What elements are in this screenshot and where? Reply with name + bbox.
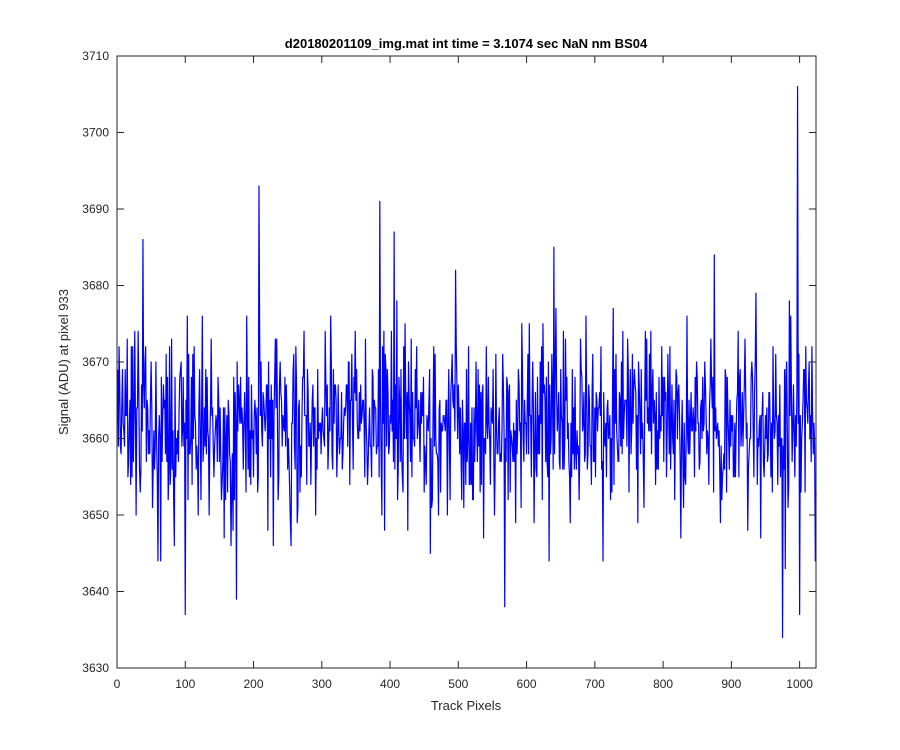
y-tick-label: 3690 (82, 202, 109, 216)
x-tick-label: 700 (585, 677, 605, 691)
y-tick-label: 3670 (82, 355, 109, 369)
signal-series-line (117, 86, 817, 638)
chart-title: d20180201109_img.mat int time = 3.1074 s… (285, 36, 648, 51)
x-tick-label: 500 (448, 677, 468, 691)
x-tick-label: 1000 (786, 677, 813, 691)
ticks-layer: 0 100 200 300 400 500 600 700 800 900 1000 3630 3640… (82, 49, 816, 691)
x-tick-label: 200 (244, 677, 264, 691)
x-axis-label: Track Pixels (431, 698, 502, 713)
y-axis-label: Signal (ADU) at pixel 933 (56, 289, 71, 435)
y-tick-label: 3710 (82, 49, 109, 63)
y-tick-label: 3650 (82, 508, 109, 522)
x-tick-label: 0 (114, 677, 121, 691)
y-tick-label: 3700 (82, 126, 109, 140)
series-layer (117, 86, 817, 638)
x-tick-label: 600 (517, 677, 537, 691)
axes-background (117, 56, 816, 668)
x-tick-label: 100 (175, 677, 195, 691)
y-tick-label: 3630 (82, 661, 109, 675)
x-tick-label: 400 (380, 677, 400, 691)
y-tick-label: 3680 (82, 279, 109, 293)
x-tick-label: 800 (653, 677, 673, 691)
y-tick-label: 3640 (82, 585, 109, 599)
x-tick-label: 900 (721, 677, 741, 691)
y-tick-label: 3660 (82, 432, 109, 446)
x-tick-label: 300 (312, 677, 332, 691)
